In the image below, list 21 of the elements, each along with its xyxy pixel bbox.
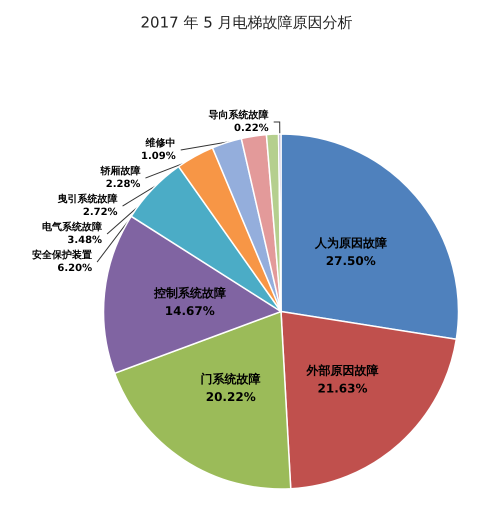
data-label: 21.63% bbox=[318, 382, 368, 396]
data-label: 1.09% bbox=[141, 151, 176, 162]
data-label: 0.22% bbox=[234, 123, 269, 134]
slice-label: 轿厢故障 bbox=[99, 165, 140, 178]
data-label: 2.72% bbox=[82, 207, 118, 218]
slice-label: 门系统故障 bbox=[200, 372, 261, 386]
data-label: 3.48% bbox=[67, 235, 102, 246]
slice-label: 外部原因故障 bbox=[305, 364, 378, 378]
slice-label: 控制系统故障 bbox=[152, 286, 226, 300]
chart-title: 2017 年 5 月电梯故障原因分析 bbox=[140, 14, 353, 32]
slice-label: 安全保护装置 bbox=[32, 249, 92, 262]
slice-label: 电气系统故障 bbox=[42, 221, 102, 234]
data-label: 27.50% bbox=[326, 254, 376, 268]
slice-label: 导向系统故障 bbox=[208, 109, 269, 122]
slice-label: 人为原因故障 bbox=[314, 236, 387, 250]
slice-label: 维修中 bbox=[144, 137, 176, 150]
data-label: 6.20% bbox=[57, 263, 92, 274]
data-label: 14.67% bbox=[164, 304, 215, 318]
data-label: 2.28% bbox=[106, 179, 140, 190]
data-label: 20.22% bbox=[206, 390, 256, 404]
slice-label: 曳引系统故障 bbox=[58, 193, 118, 206]
